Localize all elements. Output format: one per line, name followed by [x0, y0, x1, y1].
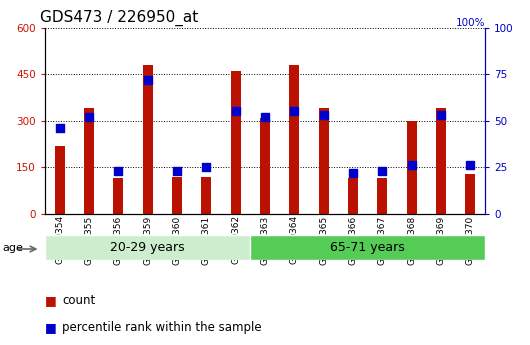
Bar	[201, 177, 211, 214]
Point	[144, 77, 152, 82]
Point	[349, 170, 357, 176]
Bar	[84, 108, 94, 214]
Point	[202, 165, 210, 170]
Point	[408, 163, 416, 168]
Bar	[319, 108, 329, 214]
Bar	[436, 108, 446, 214]
Text: count: count	[62, 294, 95, 307]
Point	[320, 112, 328, 118]
Bar	[407, 121, 417, 214]
Point	[290, 109, 298, 114]
Text: 65-71 years: 65-71 years	[330, 241, 405, 254]
Point	[232, 109, 240, 114]
Point	[466, 163, 474, 168]
Text: 20-29 years: 20-29 years	[110, 241, 185, 254]
Bar	[45, 235, 250, 260]
Bar	[113, 178, 123, 214]
Bar	[250, 235, 485, 260]
Point	[114, 168, 122, 174]
Text: age: age	[3, 243, 23, 253]
Point	[378, 168, 386, 174]
Text: 100%: 100%	[455, 18, 485, 28]
Bar	[260, 118, 270, 214]
Point	[437, 112, 445, 118]
Bar	[289, 65, 299, 214]
Bar	[377, 178, 387, 214]
Point	[56, 126, 64, 131]
Bar	[348, 178, 358, 214]
Bar	[465, 174, 475, 214]
Bar	[231, 71, 241, 214]
Point	[85, 114, 93, 120]
Text: ■: ■	[45, 294, 57, 307]
Bar	[55, 146, 65, 214]
Text: GDS473 / 226950_at: GDS473 / 226950_at	[40, 10, 198, 26]
Text: percentile rank within the sample: percentile rank within the sample	[62, 321, 262, 334]
Point	[261, 114, 269, 120]
Text: ■: ■	[45, 321, 57, 334]
Point	[173, 168, 181, 174]
Bar	[143, 65, 153, 214]
Bar	[172, 177, 182, 214]
